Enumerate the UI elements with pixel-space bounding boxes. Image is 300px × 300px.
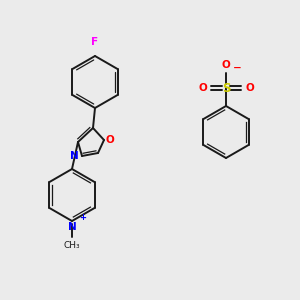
Text: −: − bbox=[233, 63, 242, 73]
Text: N: N bbox=[70, 151, 79, 161]
Text: O: O bbox=[198, 83, 207, 93]
Text: F: F bbox=[92, 37, 99, 47]
Text: CH₃: CH₃ bbox=[64, 241, 80, 250]
Text: O: O bbox=[222, 60, 230, 70]
Text: +: + bbox=[79, 214, 86, 223]
Text: N: N bbox=[68, 222, 76, 232]
Text: O: O bbox=[106, 135, 115, 145]
Text: O: O bbox=[245, 83, 254, 93]
Text: S: S bbox=[222, 82, 230, 94]
